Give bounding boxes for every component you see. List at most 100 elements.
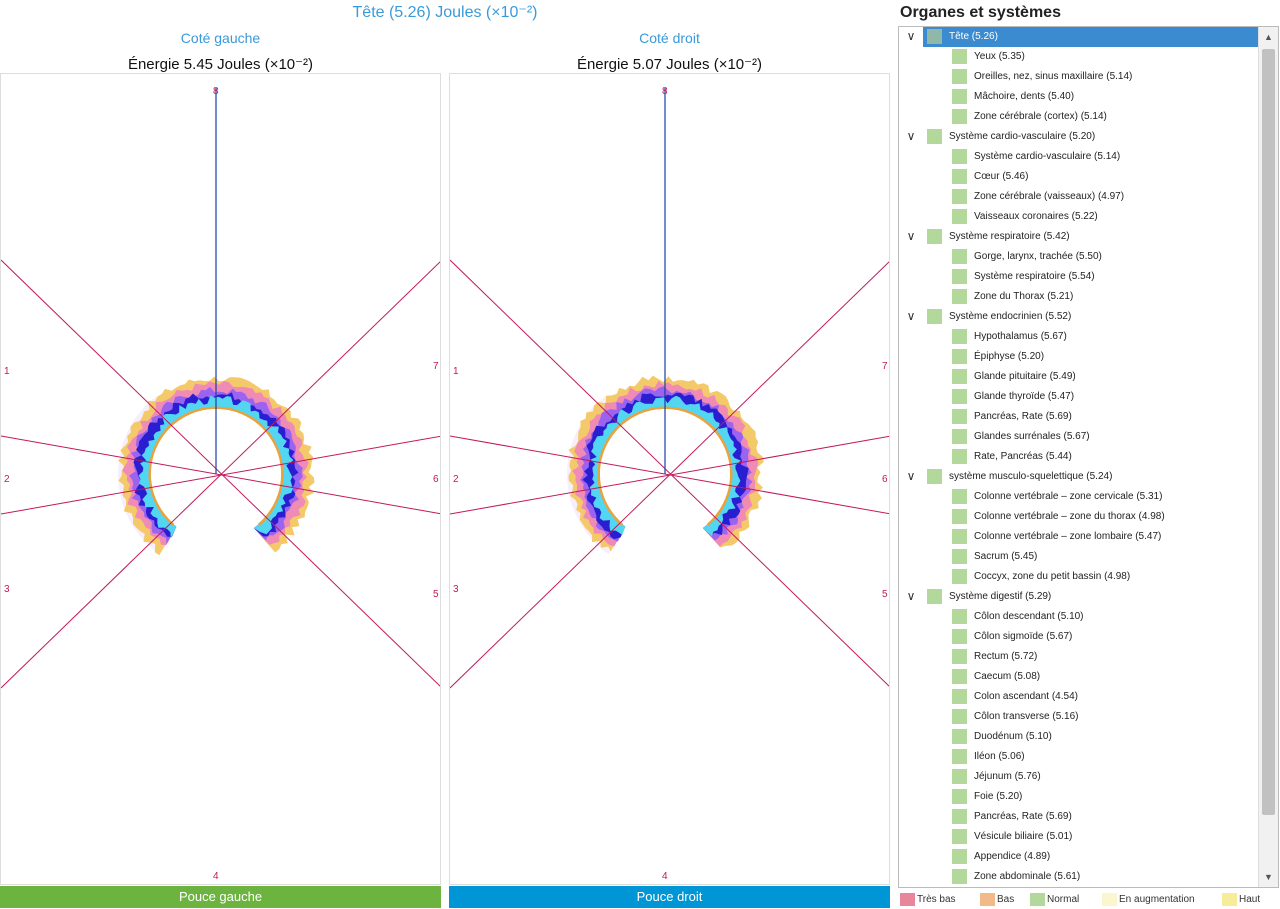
tree-item[interactable]: Épiphyse (5.20) xyxy=(899,347,1258,367)
tree-group[interactable]: ∨ Système respiratoire (5.42) xyxy=(899,227,1258,247)
status-swatch xyxy=(952,549,967,564)
tree-item[interactable]: Glandes surrénales (5.67) xyxy=(899,427,1258,447)
status-swatch xyxy=(952,329,967,344)
sector-number: 2 xyxy=(453,474,459,485)
tree-group[interactable]: ∨ Système cardio-vasculaire (5.20) xyxy=(899,127,1258,147)
status-swatch xyxy=(952,49,967,64)
legend-swatch xyxy=(900,893,915,906)
tree-item-label: Zone abdominale (5.61) xyxy=(974,871,1081,882)
status-swatch xyxy=(927,589,942,604)
chevron-down-icon[interactable]: ∨ xyxy=(906,129,916,143)
sector-number: 5 xyxy=(882,589,888,600)
tree-item[interactable]: Pancréas, Rate (5.69) xyxy=(899,407,1258,427)
tree-item[interactable]: Côlon sigmoïde (5.67) xyxy=(899,627,1258,647)
chevron-down-icon[interactable]: ∨ xyxy=(906,229,916,243)
tree-group[interactable]: ∨ Système digestif (5.29) xyxy=(899,587,1258,607)
tree-group-label: Système endocrinien (5.52) xyxy=(949,311,1072,322)
left-thumb-button[interactable]: Pouce gauche xyxy=(0,886,441,908)
tree-item-label: Zone cérébrale (cortex) (5.14) xyxy=(974,111,1107,122)
tree-item[interactable]: Système respiratoire (5.54) xyxy=(899,267,1258,287)
tree-item[interactable]: Zone cérébrale (cortex) (5.14) xyxy=(899,107,1258,127)
tree-item[interactable]: Duodénum (5.10) xyxy=(899,727,1258,747)
status-swatch xyxy=(952,369,967,384)
tree-item[interactable]: Yeux (5.35) xyxy=(899,47,1258,67)
legend-swatch xyxy=(1102,893,1117,906)
left-energy-label: Énergie 5.45 Joules (×10⁻²) xyxy=(127,56,314,73)
tree-scrollbar[interactable]: ▲ ▼ xyxy=(1258,27,1278,887)
tree-item[interactable]: Colon ascendant (4.54) xyxy=(899,687,1258,707)
tree-group[interactable]: ∨ Tête (5.26) xyxy=(899,27,1258,47)
status-swatch xyxy=(952,689,967,704)
left-side-title: Coté gauche xyxy=(180,30,261,46)
right-thumb-button[interactable]: Pouce droit xyxy=(449,886,890,908)
tree-item[interactable]: Mâchoire, dents (5.40) xyxy=(899,87,1258,107)
status-swatch xyxy=(952,489,967,504)
tree-item[interactable]: Côlon transverse (5.16) xyxy=(899,707,1258,727)
sector-number: 7 xyxy=(882,361,888,372)
scrollbar-thumb[interactable] xyxy=(1262,49,1275,815)
sector-line xyxy=(450,261,889,689)
tree-item[interactable]: Appendice (4.89) xyxy=(899,847,1258,867)
tree-item[interactable]: Vaisseaux coronaires (5.22) xyxy=(899,207,1258,227)
tree-item[interactable]: Colonne vertébrale – zone lombaire (5.47… xyxy=(899,527,1258,547)
tree-item[interactable]: Foie (5.20) xyxy=(899,787,1258,807)
tree-item[interactable]: Rate, Pancréas (5.44) xyxy=(899,447,1258,467)
sector-number: 6 xyxy=(882,474,888,485)
tree-item-label: Hypothalamus (5.67) xyxy=(974,331,1067,342)
sector-number: 5 xyxy=(433,589,439,600)
chevron-down-icon[interactable]: ∨ xyxy=(906,29,916,43)
tree-item[interactable]: Zone du Thorax (5.21) xyxy=(899,287,1258,307)
tree-item-label: Colonne vertébrale – zone du thorax (4.9… xyxy=(974,511,1165,522)
tree-item[interactable]: Jéjunum (5.76) xyxy=(899,767,1258,787)
sector-number: 3 xyxy=(453,584,459,595)
tree-item-label: Colon ascendant (4.54) xyxy=(974,691,1078,702)
tree-item-label: Yeux (5.35) xyxy=(974,51,1025,62)
tree-item[interactable]: Oreilles, nez, sinus maxillaire (5.14) xyxy=(899,67,1258,87)
chevron-down-icon[interactable]: ∨ xyxy=(906,589,916,603)
status-swatch xyxy=(952,449,967,464)
tree-item[interactable]: Cœur (5.46) xyxy=(899,167,1258,187)
tree-item[interactable]: Système cardio-vasculaire (5.14) xyxy=(899,147,1258,167)
tree-group[interactable]: ∨ Système endocrinien (5.52) xyxy=(899,307,1258,327)
tree-item-label: Épiphyse (5.20) xyxy=(974,351,1045,362)
right-side-title: Coté droit xyxy=(639,30,700,46)
tree-item-label: Caecum (5.08) xyxy=(974,671,1041,682)
tree-item[interactable]: Pancréas, Rate (5.69) xyxy=(899,807,1258,827)
tree-item[interactable]: Zone abdominale (5.61) xyxy=(899,867,1258,887)
tree-item[interactable]: Colonne vertébrale – zone du thorax (4.9… xyxy=(899,507,1258,527)
tree-item[interactable]: Coccyx, zone du petit bassin (4.98) xyxy=(899,567,1258,587)
chevron-down-icon[interactable]: ∨ xyxy=(906,469,916,483)
tree-item[interactable]: Gorge, larynx, trachée (5.50) xyxy=(899,247,1258,267)
chevron-down-icon[interactable]: ∨ xyxy=(906,309,916,323)
tree-item[interactable]: Glande pituitaire (5.49) xyxy=(899,367,1258,387)
tree-group[interactable]: ∨ système musculo-squelettique (5.24) xyxy=(899,467,1258,487)
status-swatch xyxy=(952,169,967,184)
tree-item[interactable]: Zone cérébrale (vaisseaux) (4.97) xyxy=(899,187,1258,207)
tree-item-label: Zone cérébrale (vaisseaux) (4.97) xyxy=(974,191,1125,202)
left-aura-diagram: 8 4 1 2 3 7 6 5 xyxy=(1,86,440,882)
scroll-up-icon[interactable]: ▲ xyxy=(1264,32,1273,42)
status-swatch xyxy=(952,89,967,104)
tree-item-label: Coccyx, zone du petit bassin (4.98) xyxy=(974,571,1131,582)
tree-item-label: Mâchoire, dents (5.40) xyxy=(974,91,1075,102)
scroll-down-icon[interactable]: ▼ xyxy=(1264,872,1273,882)
status-swatch xyxy=(952,789,967,804)
tree-item[interactable]: Sacrum (5.45) xyxy=(899,547,1258,567)
tree-item[interactable]: Rectum (5.72) xyxy=(899,647,1258,667)
tree-item-label: Système respiratoire (5.54) xyxy=(974,271,1095,282)
tree-item-label: Pancréas, Rate (5.69) xyxy=(974,411,1072,422)
tree-item[interactable]: Vésicule biliaire (5.01) xyxy=(899,827,1258,847)
tree-item[interactable]: Glande thyroïde (5.47) xyxy=(899,387,1258,407)
tree-item[interactable]: Iléon (5.06) xyxy=(899,747,1258,767)
status-swatch xyxy=(927,229,942,244)
sector-number: 4 xyxy=(662,871,668,882)
status-swatch xyxy=(952,389,967,404)
status-swatch xyxy=(952,829,967,844)
tree-item[interactable]: Colonne vertébrale – zone cervicale (5.3… xyxy=(899,487,1258,507)
tree-item[interactable]: Hypothalamus (5.67) xyxy=(899,327,1258,347)
status-swatch xyxy=(952,809,967,824)
tree-item-label: Appendice (4.89) xyxy=(974,851,1051,862)
sector-line xyxy=(1,435,440,515)
tree-item[interactable]: Caecum (5.08) xyxy=(899,667,1258,687)
tree-item[interactable]: Côlon descendant (5.10) xyxy=(899,607,1258,627)
